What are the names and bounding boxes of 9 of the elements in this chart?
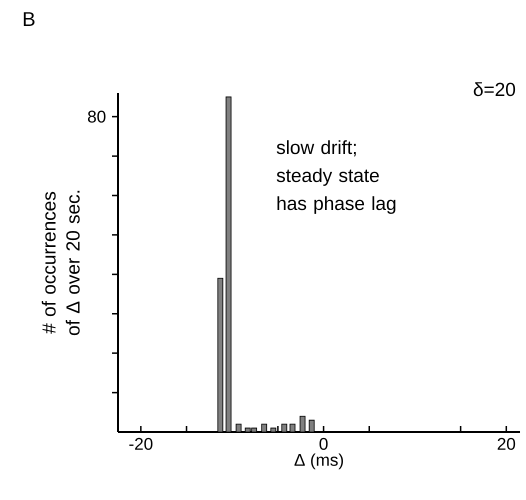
- y-tick-label: 80: [88, 110, 106, 123]
- annotation: δ=20: [474, 82, 516, 96]
- text: B: [24, 12, 34, 26]
- x-tick-label: 0: [320, 438, 328, 450]
- x-tick-label: 20: [498, 438, 516, 450]
- x-tick-label: -20: [129, 438, 152, 450]
- annotation: slow drift; steady state has phase lag: [276, 140, 396, 214]
- x-axis-title: Δ (ms): [294, 453, 343, 470]
- y-axis-title: # of occurrences of Δ over 20 sec.: [42, 190, 80, 336]
